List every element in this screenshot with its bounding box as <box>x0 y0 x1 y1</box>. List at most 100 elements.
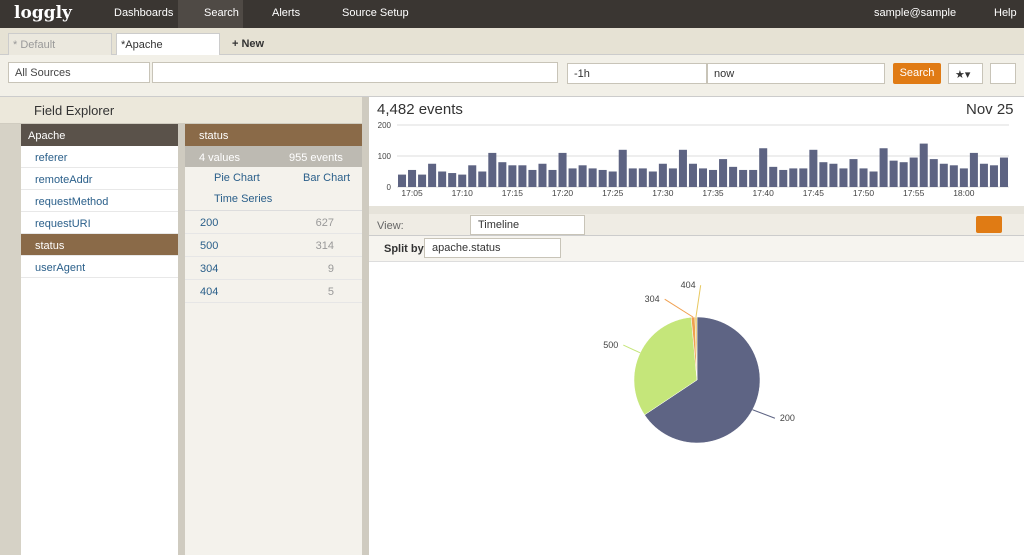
bar <box>448 173 457 187</box>
alert-button[interactable] <box>990 63 1016 84</box>
bar <box>919 143 928 187</box>
bar <box>749 169 758 187</box>
field-item[interactable]: userAgent <box>21 256 178 278</box>
field-values-panel: status 4 values 955 events Pie Chart Bar… <box>185 124 362 555</box>
slice-label: 304 <box>645 294 660 304</box>
field-values-header: status <box>185 124 362 146</box>
split-toolbar: Split by: apache.status <box>369 236 1024 262</box>
leader-line <box>664 298 694 318</box>
bar <box>698 168 708 187</box>
chart-link[interactable]: Time Series <box>214 193 273 205</box>
bar <box>999 157 1008 187</box>
nav-item[interactable]: Alerts <box>272 7 301 19</box>
bar <box>969 152 978 187</box>
bar <box>859 168 868 187</box>
nav-item[interactable]: Source Setup <box>342 7 409 19</box>
bar <box>678 149 687 187</box>
layout-button[interactable] <box>976 216 1002 233</box>
slice-label: 404 <box>681 280 696 290</box>
x-tick-label: 17:20 <box>552 188 574 198</box>
x-tick-label: 17:35 <box>702 188 724 198</box>
x-tick-label: 17:50 <box>853 188 875 198</box>
bar <box>628 168 637 187</box>
group-header: Apache <box>21 124 178 146</box>
bar <box>478 171 487 187</box>
bar <box>518 165 527 187</box>
bar <box>688 163 697 187</box>
y-tick-label: 0 <box>387 183 392 192</box>
bar <box>849 159 858 187</box>
splitter <box>369 206 1024 214</box>
bar <box>568 168 577 187</box>
chart-link[interactable]: Bar Chart <box>303 172 351 184</box>
help[interactable]: Help <box>994 7 1017 19</box>
field-item[interactable]: status <box>21 234 178 256</box>
bar <box>909 157 918 187</box>
bar <box>498 162 507 187</box>
chart-link[interactable]: Pie Chart <box>214 172 260 184</box>
bar <box>618 149 627 187</box>
value-row[interactable]: 500 314 <box>185 234 362 257</box>
bar <box>508 165 517 187</box>
query-input[interactable] <box>152 62 558 83</box>
field-list-panel: Apache referer remoteAddr requestMethod req… <box>21 124 178 555</box>
pie-slice <box>633 316 698 416</box>
logo[interactable]: loggly <box>14 3 72 23</box>
field-item[interactable]: remoteAddr <box>21 168 178 190</box>
search-button[interactable]: Search <box>893 63 941 84</box>
field-list: referer remoteAddr requestMethod requestURI… <box>21 146 178 278</box>
nav-item[interactable]: Dashboards <box>114 7 174 19</box>
bar <box>809 149 818 187</box>
bar <box>789 168 798 187</box>
field-summary: 4 values 955 events <box>185 146 362 167</box>
bar <box>398 174 407 187</box>
value-label: 200 <box>200 217 219 229</box>
view-select[interactable]: Timeline <box>470 215 585 235</box>
value-label: 304 <box>200 263 219 275</box>
bar <box>638 168 647 187</box>
pie-slice <box>694 316 698 381</box>
field-item[interactable]: referer <box>21 146 178 168</box>
value-row[interactable]: 404 5 <box>185 280 362 303</box>
field-item[interactable]: requestMethod <box>21 190 178 212</box>
bar <box>438 171 447 187</box>
nav-item[interactable]: Search <box>204 7 239 19</box>
time-to[interactable]: now <box>707 63 885 84</box>
top-nav: loggly Dashboards Search Alerts Source S… <box>0 0 1024 28</box>
bar <box>558 152 567 187</box>
time-from[interactable]: -1h <box>567 63 707 84</box>
bar <box>588 168 597 187</box>
value-count: 5 <box>327 286 334 298</box>
split-select[interactable]: apache.status <box>424 238 561 258</box>
bar <box>468 165 477 187</box>
x-tick-label: 17:05 <box>401 188 423 198</box>
splitter <box>178 124 185 555</box>
bar <box>729 166 738 187</box>
tab[interactable]: * Default <box>8 33 112 55</box>
bar <box>719 159 728 187</box>
leader-line <box>623 344 641 354</box>
bar <box>799 168 808 187</box>
splitter <box>362 97 369 555</box>
bar <box>779 169 788 187</box>
value-row[interactable]: 304 9 <box>185 257 362 280</box>
events-total: 4,482 events <box>377 101 463 118</box>
bar <box>879 148 888 187</box>
x-tick-label: 17:45 <box>803 188 825 198</box>
source-select[interactable]: All Sources <box>8 62 150 83</box>
new-tab-label: New <box>241 38 265 50</box>
bar <box>989 165 998 187</box>
value-row[interactable]: 200 627 <box>185 211 362 234</box>
leader-line <box>695 285 702 318</box>
new-tab[interactable]: + New <box>232 38 265 50</box>
tab[interactable]: *Apache <box>116 33 220 55</box>
favorites-button[interactable]: ★▾ <box>948 63 983 84</box>
value-count: 627 <box>315 217 334 229</box>
bar <box>939 163 948 187</box>
search-bar: All Sources -1h now Search ★▾ <box>0 55 1024 97</box>
user-menu[interactable]: sample@sample <box>874 7 957 19</box>
bar <box>959 168 968 187</box>
bar <box>548 169 557 187</box>
field-item[interactable]: requestURI <box>21 212 178 234</box>
bar <box>869 171 878 187</box>
